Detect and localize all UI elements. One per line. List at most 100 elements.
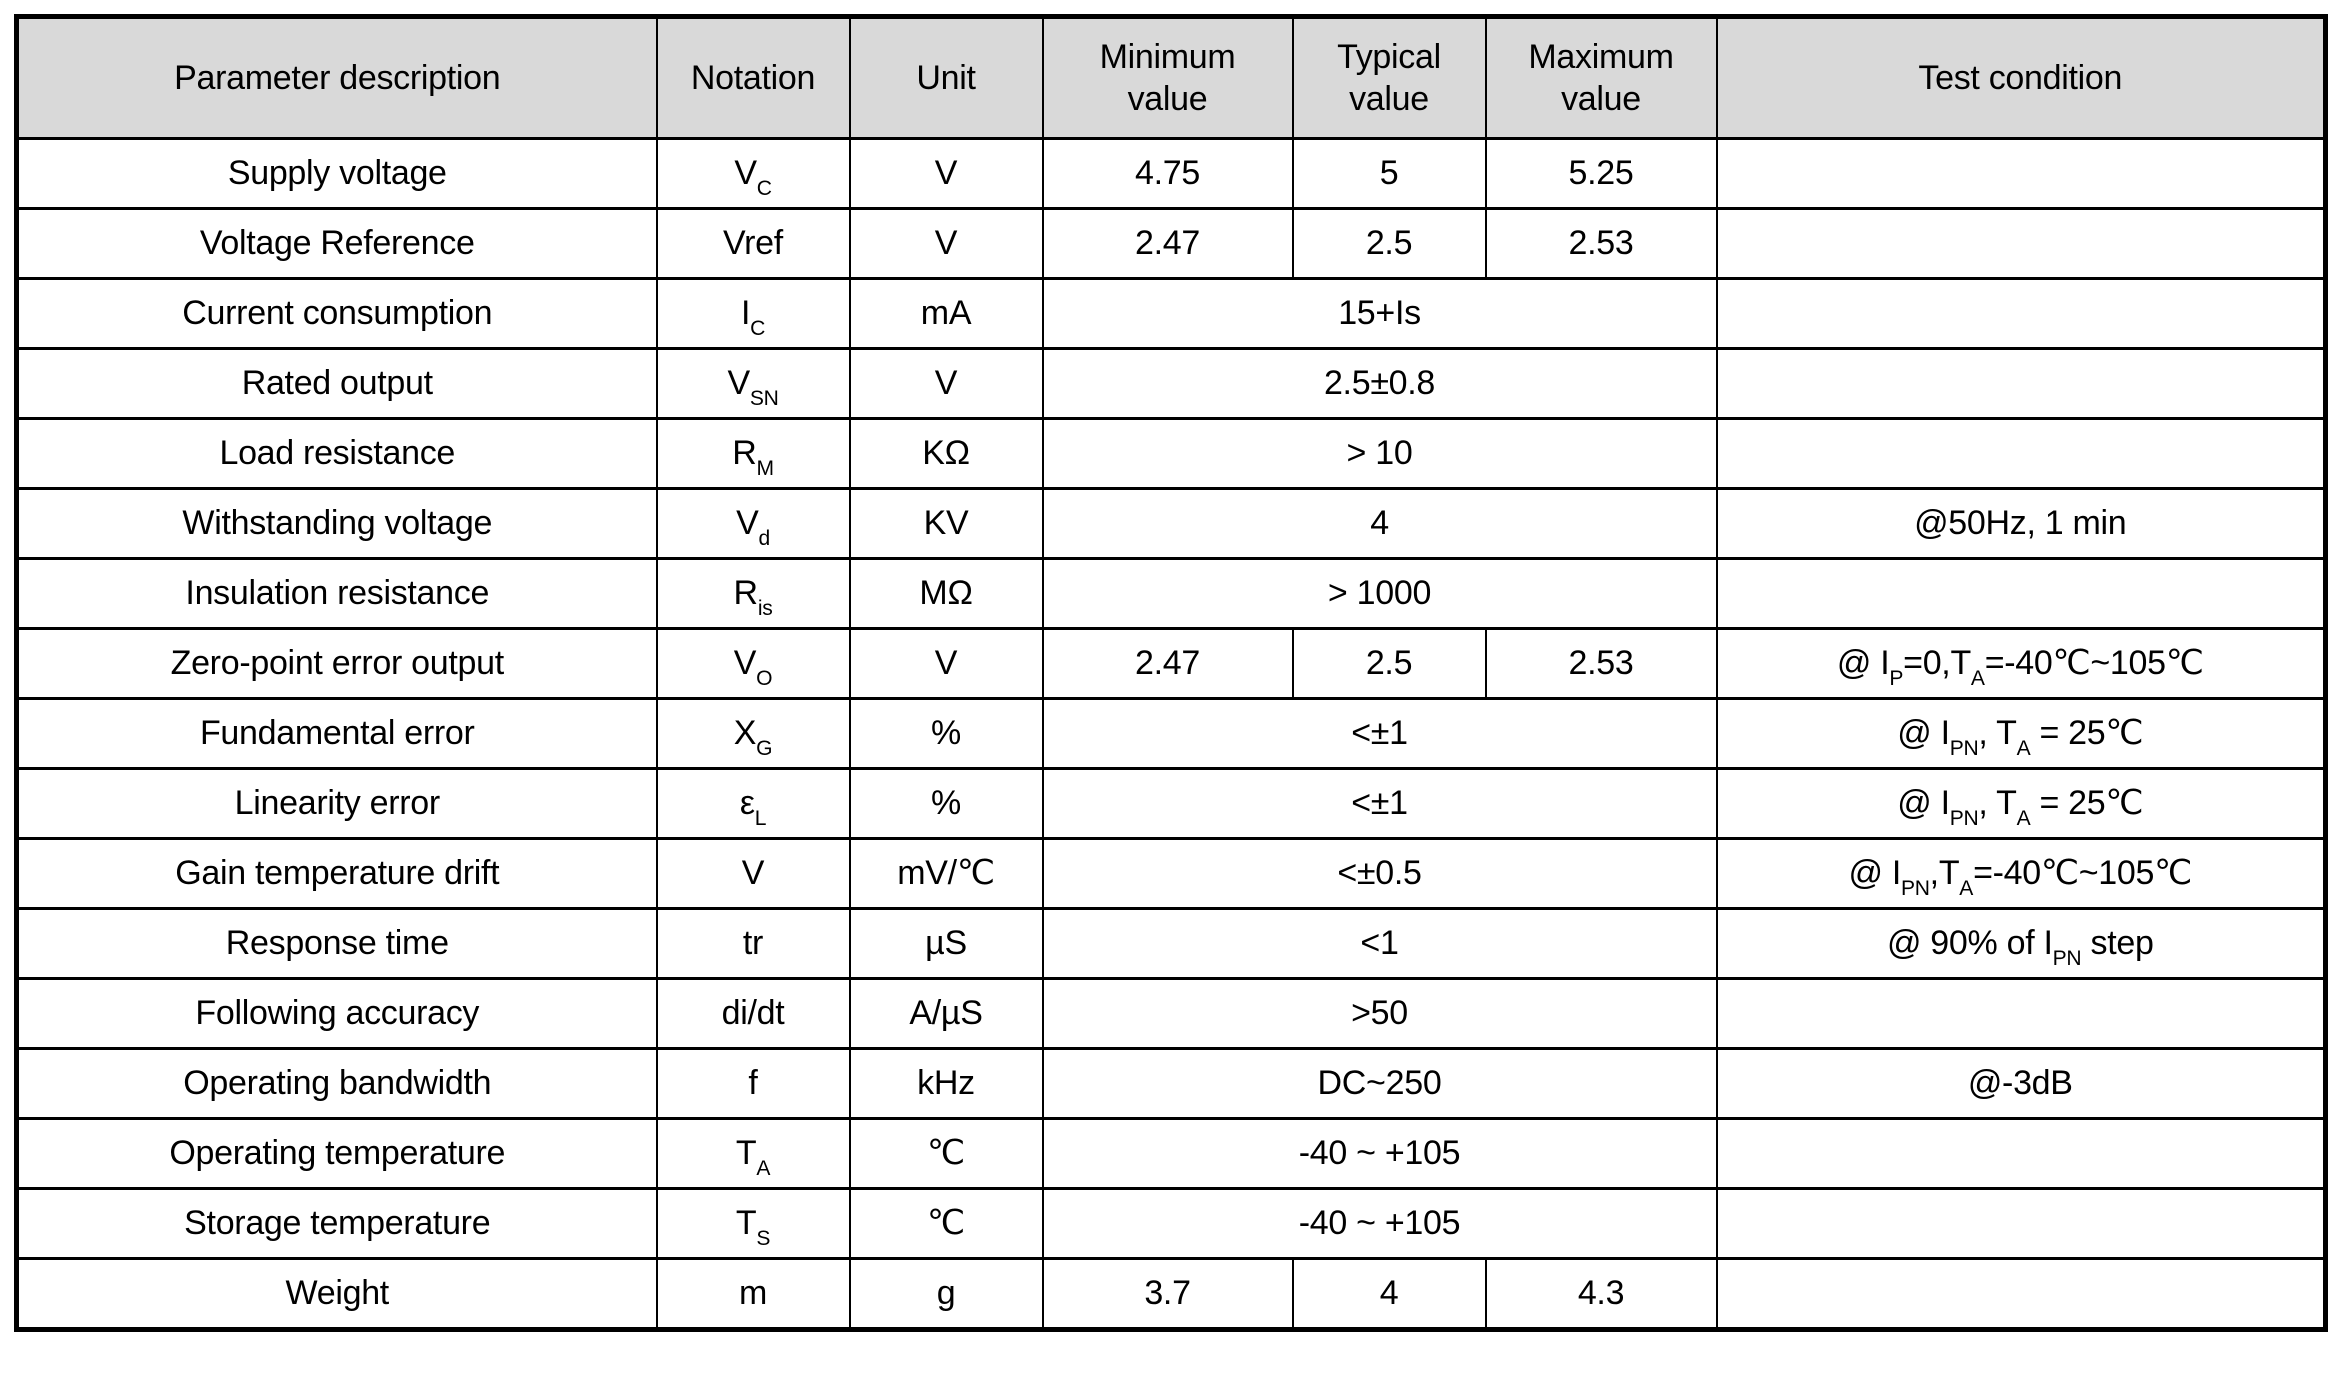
- span-value-cell: > 1000: [1041, 557, 1718, 630]
- notation-cell: di/dt: [655, 977, 851, 1050]
- header-parameter-description: Parameter description: [15, 15, 658, 140]
- unit-cell: KΩ: [848, 417, 1044, 490]
- param-cell: Storage temperature: [15, 1187, 658, 1260]
- unit-cell: ℃: [848, 1117, 1044, 1190]
- max-cell: 2.53: [1484, 207, 1718, 280]
- max-cell: 2.53: [1484, 627, 1718, 700]
- unit-cell: KV: [848, 487, 1044, 560]
- span-value-cell: 4: [1041, 487, 1718, 560]
- notation-cell: εL: [655, 767, 851, 840]
- table-row: Operating temperature TA ℃ -40 ~ +105: [15, 1117, 2327, 1190]
- param-cell: Operating temperature: [15, 1117, 658, 1190]
- unit-cell: V: [848, 207, 1044, 280]
- typ-cell: 2.5: [1291, 207, 1487, 280]
- test-cell: @ 90% of IPN step: [1715, 907, 2327, 980]
- table-row: Operating bandwidth f kHz DC~250 @-3dB: [15, 1047, 2327, 1120]
- test-cell: [1715, 977, 2327, 1050]
- param-cell: Current consumption: [15, 277, 658, 350]
- min-cell: 4.75: [1041, 137, 1294, 210]
- span-value-cell: <±0.5: [1041, 837, 1718, 910]
- table-row: Linearity error εL % <±1 @ IPN, TA = 25℃: [15, 767, 2327, 840]
- unit-cell: mA: [848, 277, 1044, 350]
- spec-table: Parameter description Notation Unit Mini…: [14, 14, 2328, 1332]
- header-test-condition: Test condition: [1715, 15, 2327, 140]
- table-row: Insulation resistance Ris MΩ > 1000: [15, 557, 2327, 630]
- param-cell: Weight: [15, 1257, 658, 1331]
- test-cell: @ IP=0,TA=-40℃~105℃: [1715, 627, 2327, 700]
- header-row: Parameter description Notation Unit Mini…: [15, 15, 2327, 140]
- table-row: Storage temperature TS ℃ -40 ~ +105: [15, 1187, 2327, 1260]
- test-cell: @ IPN, TA = 25℃: [1715, 767, 2327, 840]
- param-cell: Zero-point error output: [15, 627, 658, 700]
- param-cell: Voltage Reference: [15, 207, 658, 280]
- table-row: Following accuracy di/dt A/µS >50: [15, 977, 2327, 1050]
- param-cell: Insulation resistance: [15, 557, 658, 630]
- typ-cell: 4: [1291, 1257, 1487, 1331]
- header-minimum-value: Minimum value: [1041, 15, 1294, 140]
- span-value-cell: <±1: [1041, 697, 1718, 770]
- table-row: Weight m g 3.7 4 4.3: [15, 1257, 2327, 1331]
- param-cell: Load resistance: [15, 417, 658, 490]
- notation-cell: tr: [655, 907, 851, 980]
- test-cell: [1715, 347, 2327, 420]
- notation-cell: f: [655, 1047, 851, 1120]
- notation-cell: VC: [655, 137, 851, 210]
- notation-cell: TA: [655, 1117, 851, 1190]
- unit-cell: A/µS: [848, 977, 1044, 1050]
- notation-cell: Ris: [655, 557, 851, 630]
- test-cell: [1715, 1117, 2327, 1190]
- span-value-cell: > 10: [1041, 417, 1718, 490]
- span-value-cell: 15+Is: [1041, 277, 1718, 350]
- min-cell: 2.47: [1041, 207, 1294, 280]
- table-row: Supply voltage VC V 4.75 5 5.25: [15, 137, 2327, 210]
- test-cell: @ IPN,TA=-40℃~105℃: [1715, 837, 2327, 910]
- notation-cell: Vref: [655, 207, 851, 280]
- param-cell: Operating bandwidth: [15, 1047, 658, 1120]
- test-cell: [1715, 557, 2327, 630]
- header-notation: Notation: [655, 15, 851, 140]
- test-cell: [1715, 1187, 2327, 1260]
- test-cell: [1715, 207, 2327, 280]
- max-cell: 4.3: [1484, 1257, 1718, 1331]
- notation-cell: Vd: [655, 487, 851, 560]
- header-typical-value: Typical value: [1291, 15, 1487, 140]
- notation-cell: IC: [655, 277, 851, 350]
- table-row: Current consumption IC mA 15+Is: [15, 277, 2327, 350]
- max-cell: 5.25: [1484, 137, 1718, 210]
- unit-cell: V: [848, 137, 1044, 210]
- span-value-cell: -40 ~ +105: [1041, 1117, 1718, 1190]
- header-maximum-value: Maximum value: [1484, 15, 1718, 140]
- table-row: Fundamental error XG % <±1 @ IPN, TA = 2…: [15, 697, 2327, 770]
- notation-cell: m: [655, 1257, 851, 1331]
- table-row: Withstanding voltage Vd KV 4 @50Hz, 1 mi…: [15, 487, 2327, 560]
- span-value-cell: -40 ~ +105: [1041, 1187, 1718, 1260]
- table-row: Response time tr µS <1 @ 90% of IPN step: [15, 907, 2327, 980]
- param-cell: Following accuracy: [15, 977, 658, 1050]
- param-cell: Rated output: [15, 347, 658, 420]
- test-cell: [1715, 417, 2327, 490]
- unit-cell: MΩ: [848, 557, 1044, 630]
- test-cell: [1715, 277, 2327, 350]
- test-cell: @-3dB: [1715, 1047, 2327, 1120]
- table-row: Gain temperature drift V mV/℃ <±0.5 @ IP…: [15, 837, 2327, 910]
- param-cell: Fundamental error: [15, 697, 658, 770]
- span-value-cell: DC~250: [1041, 1047, 1718, 1120]
- unit-cell: %: [848, 697, 1044, 770]
- span-value-cell: <1: [1041, 907, 1718, 980]
- table-row: Voltage Reference Vref V 2.47 2.5 2.53: [15, 207, 2327, 280]
- test-cell: @50Hz, 1 min: [1715, 487, 2327, 560]
- notation-cell: TS: [655, 1187, 851, 1260]
- test-cell: [1715, 1257, 2327, 1331]
- min-cell: 2.47: [1041, 627, 1294, 700]
- table-row: Rated output VSN V 2.5±0.8: [15, 347, 2327, 420]
- unit-cell: %: [848, 767, 1044, 840]
- test-cell: @ IPN, TA = 25℃: [1715, 697, 2327, 770]
- notation-cell: VO: [655, 627, 851, 700]
- typ-cell: 2.5: [1291, 627, 1487, 700]
- header-unit: Unit: [848, 15, 1044, 140]
- param-cell: Gain temperature drift: [15, 837, 658, 910]
- param-cell: Supply voltage: [15, 137, 658, 210]
- span-value-cell: >50: [1041, 977, 1718, 1050]
- span-value-cell: <±1: [1041, 767, 1718, 840]
- param-cell: Withstanding voltage: [15, 487, 658, 560]
